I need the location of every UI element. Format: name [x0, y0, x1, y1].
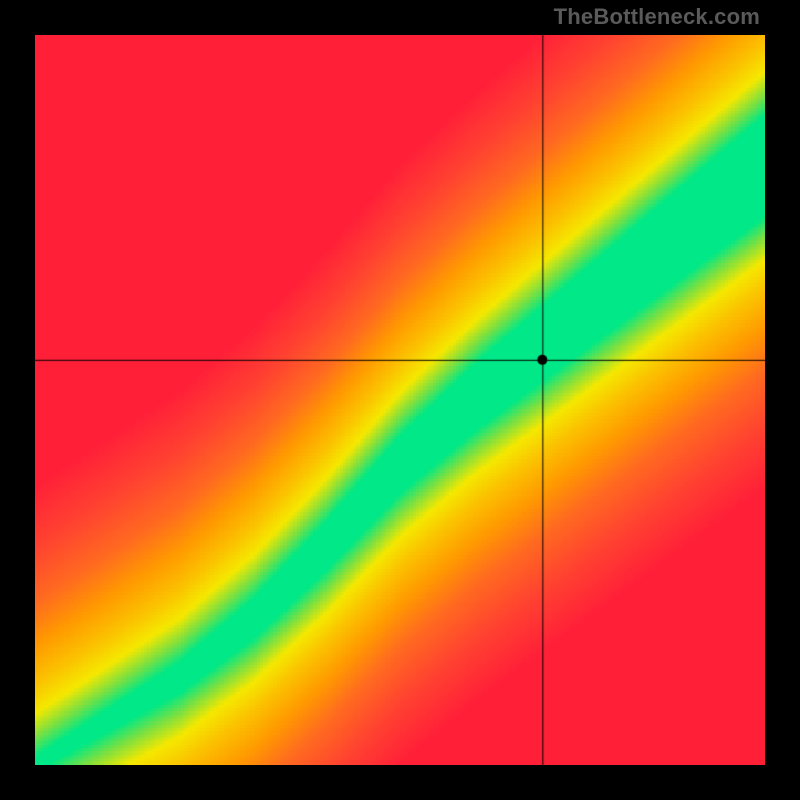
bottleneck-heatmap: [35, 35, 765, 765]
watermark-text: TheBottleneck.com: [554, 4, 760, 30]
